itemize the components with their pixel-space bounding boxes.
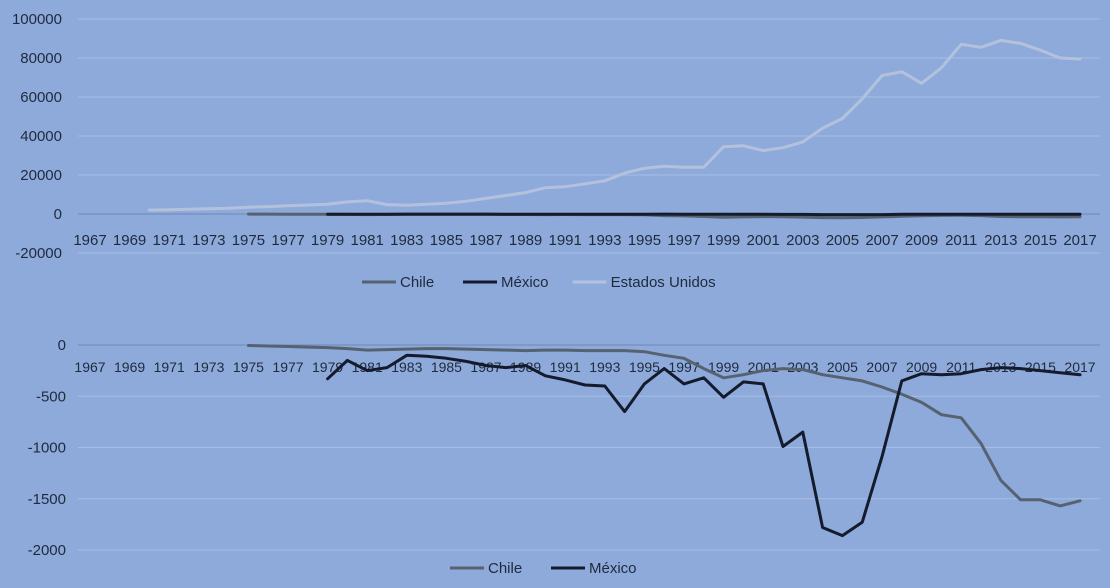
y-tick-label: 0 — [58, 337, 66, 354]
x-tick-label: 2017 — [1063, 232, 1096, 249]
x-tick-label: 1985 — [431, 359, 462, 375]
legend-label: Chile — [488, 560, 522, 577]
x-tick-label: 1981 — [351, 232, 384, 249]
y-tick-label: 100000 — [12, 11, 62, 28]
x-tick-label: 2009 — [906, 359, 937, 375]
x-tick-label: 2007 — [865, 232, 898, 249]
y-tick-label: -20000 — [15, 245, 62, 262]
legend-label: Estados Unidos — [611, 274, 716, 291]
x-tick-label: 1983 — [390, 232, 423, 249]
x-tick-label: 2017 — [1064, 359, 1095, 375]
x-tick-label: 1975 — [233, 359, 264, 375]
x-tick-label: 2003 — [786, 232, 819, 249]
x-tick-label: 1967 — [74, 359, 105, 375]
y-tick-label: -1000 — [28, 440, 66, 457]
y-tick-label: 0 — [54, 206, 62, 223]
y-tick-label: 40000 — [20, 128, 62, 145]
x-tick-label: 1971 — [154, 359, 185, 375]
x-tick-label: 1969 — [113, 232, 146, 249]
x-tick-label: 1989 — [509, 232, 542, 249]
x-tick-label: 2013 — [984, 232, 1017, 249]
x-tick-label: 1969 — [114, 359, 145, 375]
x-tick-label: 1995 — [629, 359, 660, 375]
x-tick-label: 1983 — [391, 359, 422, 375]
x-tick-label: 1977 — [272, 359, 303, 375]
x-tick-label: 1987 — [469, 232, 502, 249]
series-line-chile — [246, 344, 1082, 508]
x-tick-label: 1991 — [550, 359, 581, 375]
x-tick-label: 1973 — [192, 232, 225, 249]
x-tick-label: 1973 — [193, 359, 224, 375]
y-tick-label: -1500 — [28, 491, 66, 508]
series-line-mexico — [326, 212, 1082, 217]
x-tick-label: 1993 — [589, 359, 620, 375]
x-tick-label: 1999 — [707, 232, 740, 249]
x-tick-label: 1991 — [549, 232, 582, 249]
x-tick-label: 2011 — [945, 232, 977, 249]
x-tick-label: 1975 — [232, 232, 265, 249]
x-tick-label: 1971 — [153, 232, 186, 249]
series-line-estados-unidos — [147, 38, 1082, 212]
x-tick-label: 1979 — [311, 232, 344, 249]
x-tick-label: 2005 — [827, 359, 858, 375]
x-tick-label: 2015 — [1024, 232, 1057, 249]
legend-label: Chile — [400, 274, 434, 291]
y-tick-label: -2000 — [28, 542, 66, 559]
y-tick-label: 20000 — [20, 167, 62, 184]
series-line-mexico — [326, 353, 1082, 538]
x-tick-label: 1985 — [430, 232, 463, 249]
x-tick-label: 2001 — [747, 232, 780, 249]
legend-label: México — [589, 560, 637, 577]
x-tick-label: 2005 — [826, 232, 859, 249]
x-tick-label: 1993 — [588, 232, 621, 249]
x-tick-label: 1997 — [667, 232, 700, 249]
x-tick-label: 1967 — [73, 232, 106, 249]
legend-label: México — [501, 274, 549, 291]
x-tick-label: 1977 — [271, 232, 304, 249]
x-tick-label: 1999 — [708, 359, 739, 375]
y-tick-label: -500 — [36, 388, 66, 405]
x-tick-label: 1995 — [628, 232, 661, 249]
y-tick-label: 60000 — [20, 89, 62, 106]
x-tick-label: 1981 — [352, 359, 383, 375]
x-tick-label: 1997 — [668, 359, 699, 375]
y-tick-label: 80000 — [20, 50, 62, 67]
x-tick-label: 2007 — [866, 359, 897, 375]
x-tick-label: 2009 — [905, 232, 938, 249]
